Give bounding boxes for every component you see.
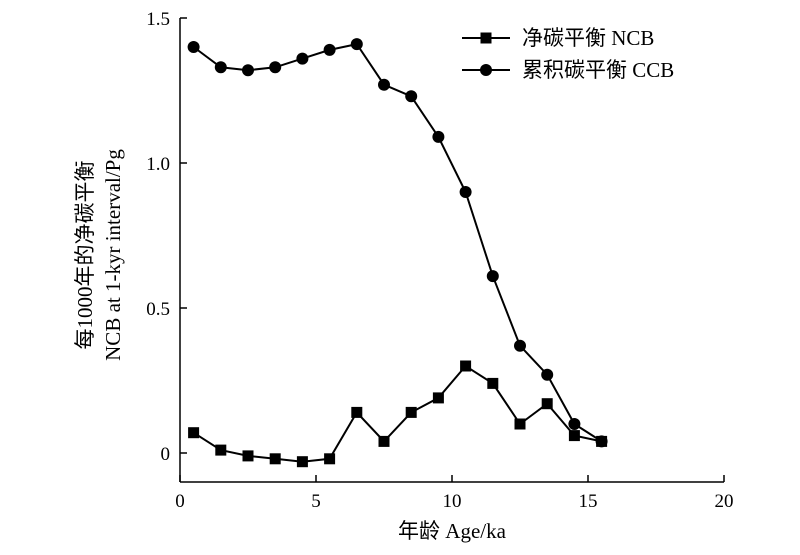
- data-point-circle: [432, 130, 445, 143]
- x-tick-label: 0: [175, 491, 185, 512]
- x-tick-label: 20: [715, 491, 734, 512]
- data-point-square: [351, 406, 363, 418]
- x-tick-label: 5: [311, 491, 321, 512]
- x-axis-title: 年龄 Age/ka: [398, 519, 507, 543]
- data-point-square: [324, 453, 336, 465]
- data-point-square: [405, 406, 417, 418]
- data-point-circle: [595, 435, 608, 448]
- legend: 净碳平衡 NCB 累积碳平衡 CCB: [462, 26, 674, 82]
- data-point-circle: [541, 368, 554, 381]
- y-tick-label: 0.5: [146, 299, 170, 320]
- data-point-square: [242, 450, 254, 462]
- data-point-circle: [459, 186, 472, 198]
- data-point-circle: [296, 52, 309, 65]
- series-line: [193, 42, 603, 443]
- data-point-square: [296, 456, 308, 468]
- legend-label: 累积碳平衡 CCB: [522, 58, 674, 82]
- legend-marker-circle: [480, 64, 492, 76]
- legend-marker-square: [480, 32, 492, 44]
- y-tick-label: 1.5: [146, 9, 170, 30]
- data-point-circle: [214, 61, 227, 74]
- data-point-circle: [350, 38, 363, 51]
- x-axis: 0 5 10 15 20: [175, 475, 734, 512]
- data-point-circle: [269, 61, 282, 74]
- y-tick-label: 1.0: [146, 154, 170, 175]
- data-point-square: [541, 398, 553, 410]
- series-1: [188, 360, 608, 468]
- series-2: [187, 38, 608, 448]
- series-layer: [187, 38, 608, 468]
- series-line: [193, 364, 602, 463]
- data-point-square: [188, 427, 200, 439]
- data-point-square: [432, 392, 444, 404]
- data-point-circle: [514, 339, 526, 352]
- data-point-square: [487, 377, 499, 389]
- x-tick-label: 15: [579, 491, 598, 512]
- data-point-circle: [568, 418, 581, 430]
- data-point-square: [460, 360, 472, 372]
- legend-entry-2: 累积碳平衡 CCB: [462, 58, 674, 82]
- legend-entry-1: 净碳平衡 NCB: [462, 26, 654, 50]
- data-point-circle: [405, 90, 418, 103]
- data-point-circle: [323, 43, 336, 56]
- data-point-square: [269, 453, 281, 465]
- data-point-circle: [187, 41, 200, 53]
- data-point-square: [514, 418, 526, 430]
- data-point-square: [378, 435, 390, 447]
- legend-label: 净碳平衡 NCB: [522, 26, 654, 50]
- data-point-circle: [242, 64, 254, 77]
- x-tick-label: 10: [443, 491, 462, 512]
- y-axis-title-line-2: NCB at 1-kyr interval/Pg: [101, 149, 125, 361]
- data-point-circle: [378, 78, 390, 91]
- data-point-square: [215, 444, 227, 456]
- data-point-circle: [486, 270, 499, 283]
- data-point-square: [568, 430, 580, 442]
- y-axis-title-line-1: 每1000年的净碳平衡: [73, 161, 97, 350]
- y-tick-label: 0: [161, 444, 171, 465]
- y-axis: 0 0.5 1.0 1.5: [146, 9, 187, 482]
